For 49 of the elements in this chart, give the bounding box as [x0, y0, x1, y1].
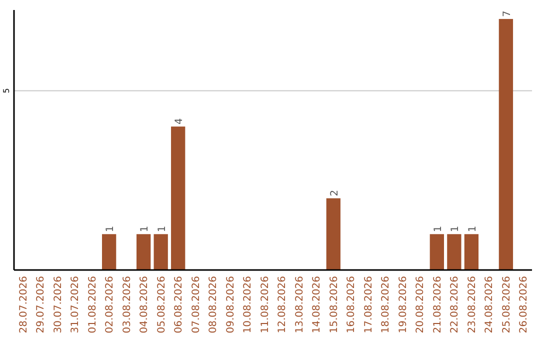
- x-tick-label: 02.08.2026: [104, 276, 116, 334]
- x-tick-label: 14.08.2026: [312, 276, 323, 334]
- x-tick-label: 29.07.2026: [36, 276, 47, 334]
- x-tick-label: 21.08.2026: [432, 276, 444, 334]
- x-tick-label: 07.08.2026: [190, 276, 202, 334]
- x-tick-label: 23.08.2026: [466, 276, 478, 334]
- x-tick-label: 10.08.2026: [242, 276, 254, 334]
- bar: [154, 234, 168, 270]
- x-tick-label: 28.07.2026: [18, 276, 30, 334]
- x-tick-label: 08.08.2026: [208, 276, 220, 334]
- x-tick-label: 18.08.2026: [380, 276, 392, 334]
- x-tick-label: 26.08.2026: [518, 276, 530, 334]
- x-tick-label: 09.08.2026: [225, 276, 236, 334]
- x-tick-label: 17.08.2026: [363, 276, 374, 334]
- bar: [430, 234, 444, 270]
- bar: [136, 234, 151, 270]
- bar: [326, 198, 340, 270]
- x-tick-label: 30.07.2026: [52, 276, 64, 334]
- x-tick-label: 15.08.2026: [328, 276, 340, 334]
- x-tick-label: 31.07.2026: [70, 276, 82, 334]
- x-tick-label: 19.08.2026: [398, 276, 409, 334]
- x-tick-label: 25.08.2026: [501, 276, 512, 334]
- bar: [102, 234, 116, 270]
- data-label: 1: [105, 226, 116, 232]
- bar: [447, 234, 462, 270]
- data-label: 4: [174, 118, 186, 125]
- x-tick-label: 16.08.2026: [346, 276, 358, 334]
- data-label: 1: [467, 226, 478, 232]
- data-label: 1: [432, 226, 444, 232]
- x-tick-label: 11.08.2026: [260, 276, 271, 334]
- bar: [464, 234, 479, 270]
- x-tick-label: 05.08.2026: [156, 276, 168, 334]
- x-tick-label: 24.08.2026: [484, 276, 496, 334]
- x-tick-label: 22.08.2026: [450, 276, 461, 334]
- x-tick-label: 13.08.2026: [294, 276, 306, 334]
- x-tick-label: 04.08.2026: [139, 276, 150, 334]
- y-tick-label: 5: [2, 88, 11, 94]
- data-label: 1: [156, 226, 168, 232]
- x-tick-label: 12.08.2026: [277, 276, 288, 334]
- x-tick-label: 06.08.2026: [174, 276, 185, 334]
- x-tick-label: 01.08.2026: [87, 276, 98, 334]
- bar: [171, 126, 186, 270]
- x-tick-label: 03.08.2026: [122, 276, 133, 334]
- data-label: 1: [140, 226, 151, 232]
- x-tick-label: 20.08.2026: [415, 276, 426, 334]
- bar: [498, 18, 514, 270]
- data-label: 2: [329, 190, 340, 196]
- data-label: 1: [450, 226, 462, 232]
- data-label: 7: [502, 10, 513, 17]
